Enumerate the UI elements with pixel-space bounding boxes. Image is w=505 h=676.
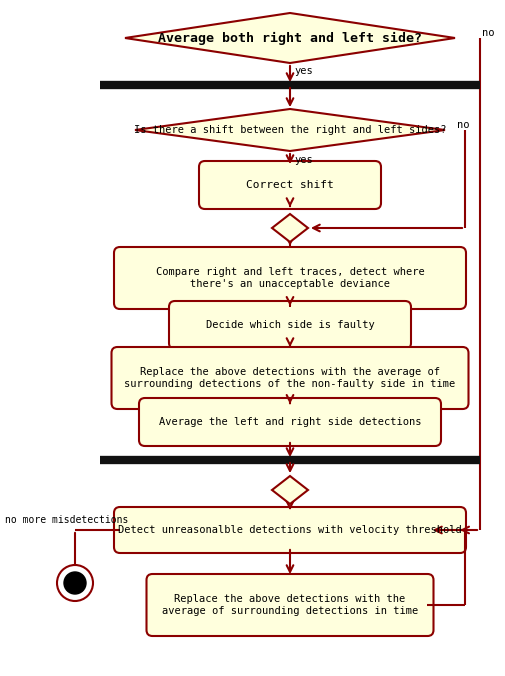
Polygon shape [272,476,308,504]
Text: Replace the above detections with the
average of surrounding detections in time: Replace the above detections with the av… [162,594,418,616]
Text: Average both right and left side?: Average both right and left side? [158,32,422,45]
Text: no: no [457,120,470,130]
Text: Average the left and right side detections: Average the left and right side detectio… [159,417,421,427]
FancyBboxPatch shape [114,507,466,553]
FancyBboxPatch shape [112,347,469,409]
Text: Decide which side is faulty: Decide which side is faulty [206,320,374,330]
Text: yes: yes [294,155,313,165]
Circle shape [57,565,93,601]
FancyBboxPatch shape [139,398,441,446]
FancyBboxPatch shape [169,301,411,349]
FancyBboxPatch shape [146,574,433,636]
Text: Detect unreasonalble detections with velocity threshold: Detect unreasonalble detections with vel… [118,525,462,535]
Text: Correct shift: Correct shift [246,180,334,190]
Polygon shape [135,109,445,151]
Text: Is there a shift between the right and left sides?: Is there a shift between the right and l… [134,125,446,135]
Text: Replace the above detections with the average of
surrounding detections of the n: Replace the above detections with the av… [124,367,456,389]
Text: yes: yes [294,66,313,76]
FancyBboxPatch shape [114,247,466,309]
Circle shape [64,572,86,594]
Polygon shape [272,214,308,242]
Text: no more misdetections: no more misdetections [5,515,128,525]
Text: no: no [482,28,494,38]
Polygon shape [125,13,455,63]
FancyBboxPatch shape [199,161,381,209]
Text: Compare right and left traces, detect where
there's an unacceptable deviance: Compare right and left traces, detect wh… [156,267,424,289]
